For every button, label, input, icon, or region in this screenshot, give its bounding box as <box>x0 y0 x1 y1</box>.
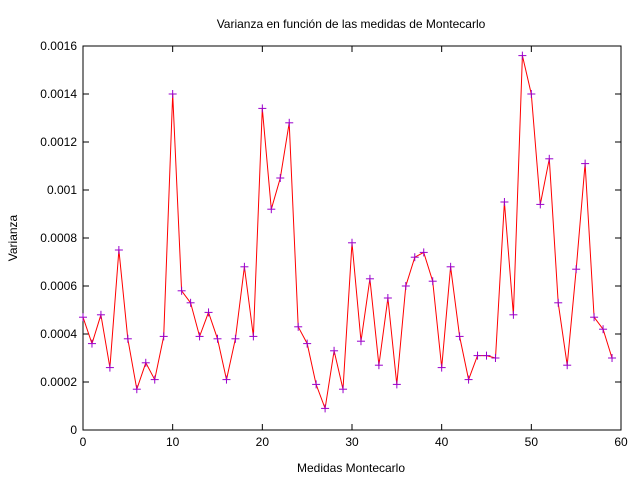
series-layer <box>79 51 617 413</box>
data-point <box>339 385 348 394</box>
x-tick-label: 10 <box>166 435 180 449</box>
data-point <box>428 277 437 286</box>
x-tick-label: 40 <box>435 435 449 449</box>
data-point <box>258 104 267 113</box>
series-line <box>82 55 613 411</box>
data-point <box>437 363 446 372</box>
x-tick-label: 60 <box>614 435 628 449</box>
y-tick-label: 0.0002 <box>40 375 77 389</box>
data-point <box>222 375 231 384</box>
data-point <box>365 274 374 283</box>
data-point <box>159 332 168 341</box>
data-point <box>464 375 473 384</box>
y-tick-label: 0.0014 <box>40 87 77 101</box>
data-point <box>356 337 365 346</box>
data-point <box>473 351 482 360</box>
data-point <box>545 154 554 163</box>
data-point <box>141 358 150 367</box>
data-point <box>590 313 599 322</box>
data-point <box>608 354 617 362</box>
data-point <box>321 404 330 413</box>
data-point <box>518 51 527 60</box>
x-axis-title: Medidas Montecarlo <box>297 461 405 475</box>
data-point <box>195 332 204 341</box>
y-axis-title: Varianza <box>6 214 20 261</box>
data-point <box>455 332 464 341</box>
data-point <box>79 313 87 322</box>
data-point <box>401 282 410 290</box>
data-point <box>374 361 383 370</box>
y-tick-label: 0 <box>70 423 77 437</box>
chart-title: Varianza en función de las medidas de Mo… <box>217 17 486 31</box>
data-point <box>491 354 500 362</box>
data-point <box>105 363 114 372</box>
data-point <box>87 339 96 348</box>
data-point <box>186 298 195 307</box>
data-point <box>446 262 455 271</box>
data-point <box>419 248 428 257</box>
data-point <box>563 361 572 370</box>
data-point <box>123 334 132 343</box>
data-point <box>267 205 276 214</box>
data-point <box>132 385 141 394</box>
data-point <box>150 375 159 384</box>
data-point <box>285 118 294 127</box>
data-point <box>509 310 518 319</box>
data-point <box>231 334 240 343</box>
data-point <box>240 262 249 271</box>
data-point <box>599 325 608 334</box>
y-tick-label: 0.0008 <box>40 231 77 245</box>
data-point <box>348 238 356 247</box>
plot-frame <box>82 45 622 431</box>
y-tick-label: 0.0016 <box>40 39 77 53</box>
data-point <box>554 298 563 307</box>
data-point <box>527 90 536 98</box>
data-point <box>536 200 545 209</box>
x-tick-label: 50 <box>525 435 539 449</box>
data-point <box>294 322 303 331</box>
y-tick-label: 0.0004 <box>40 327 77 341</box>
data-point <box>383 294 392 302</box>
data-point <box>96 310 105 319</box>
x-tick-label: 0 <box>80 435 87 449</box>
data-point <box>276 174 285 182</box>
data-point <box>303 339 312 348</box>
data-point <box>500 198 509 206</box>
data-point <box>572 265 581 274</box>
data-point <box>410 253 419 262</box>
x-tick-label: 20 <box>256 435 270 449</box>
data-point <box>213 334 222 343</box>
data-point <box>312 380 321 389</box>
data-point <box>168 90 177 98</box>
y-tick-label: 0.001 <box>47 183 77 197</box>
y-tick-label: 0.0006 <box>40 279 77 293</box>
data-point <box>249 332 258 341</box>
data-point <box>482 351 491 360</box>
axes: 0 10 20 30 40 50 60 0 0.0002 0.0004 0.0006 0.0008 0.… <box>40 39 628 449</box>
data-point <box>114 246 123 254</box>
x-tick-label: 30 <box>345 435 359 449</box>
data-point <box>330 346 339 355</box>
data-point <box>177 286 186 295</box>
data-point <box>581 159 590 168</box>
data-point <box>204 308 213 317</box>
data-point <box>392 380 401 389</box>
y-tick-label: 0.0012 <box>40 135 77 149</box>
